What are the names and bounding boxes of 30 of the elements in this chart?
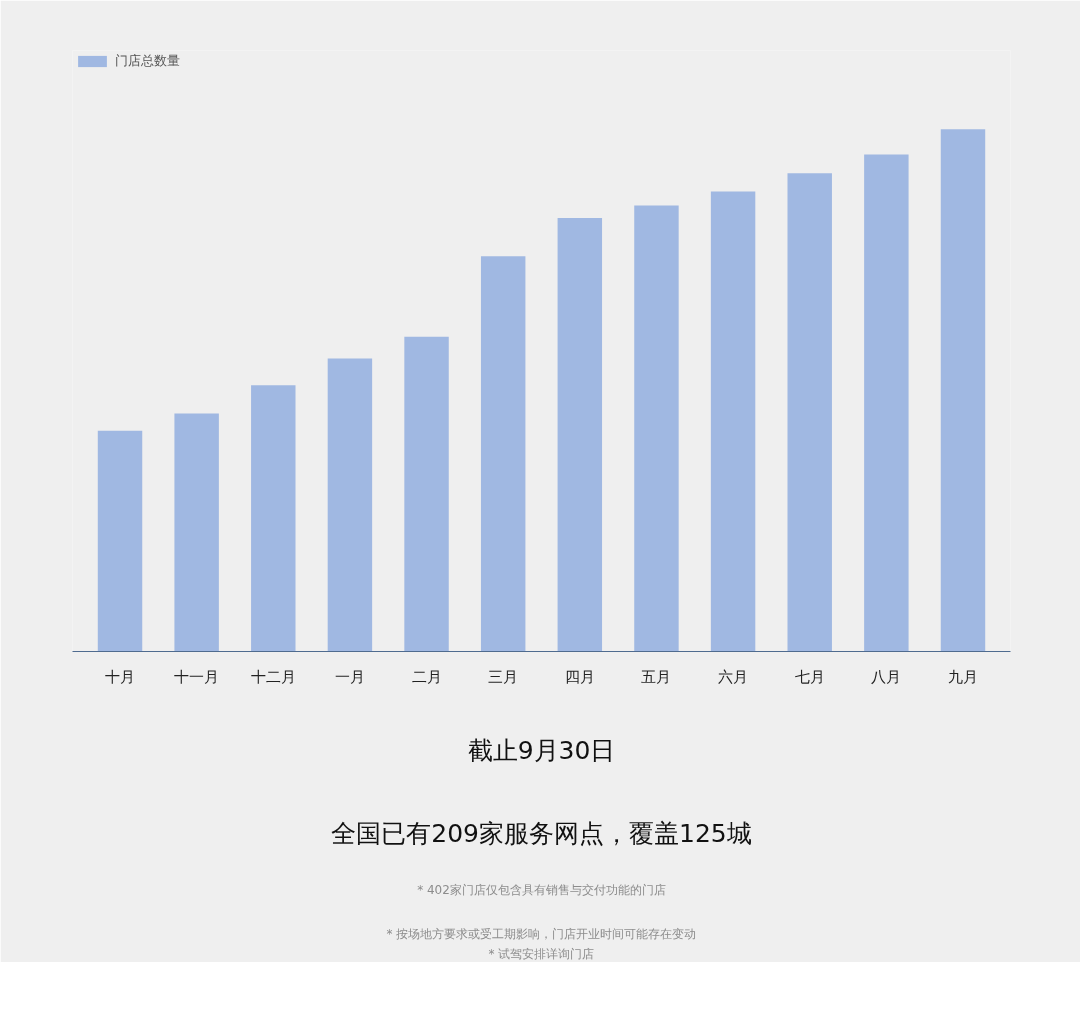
x-tick-label: 八月 [871, 667, 902, 686]
bar [174, 413, 219, 652]
x-tick-label: 十月 [105, 667, 136, 686]
bar [557, 218, 603, 652]
bar [480, 256, 526, 652]
x-tick-label: 三月 [488, 667, 519, 686]
legend-label: 门店总数量 [115, 52, 180, 70]
bar [97, 430, 143, 652]
bar [864, 154, 909, 652]
text: * 402家门店仅包含具有销售与交付功能的门店 [417, 882, 666, 897]
x-tick-label: 二月 [411, 667, 442, 686]
x-tick-label: 九月 [947, 667, 978, 686]
x-tick-label: 十一月 [174, 667, 220, 686]
x-tick-label: 七月 [794, 667, 825, 686]
bar [327, 358, 373, 652]
text: * 按场地方要求或受工期影响，门店开业时间可能存在变动 [386, 926, 697, 941]
text: 截止9月30日 [467, 735, 616, 765]
x-tick-label: 四月 [564, 667, 595, 686]
bar [710, 191, 756, 652]
bar [404, 336, 449, 652]
bar [251, 385, 296, 652]
x-tick-label: 五月 [641, 667, 672, 686]
x-tick-label: 一月 [334, 667, 365, 686]
x-tick-label: 六月 [718, 667, 749, 686]
bar [940, 129, 986, 652]
text: * 试驾安排详询门店 [488, 946, 595, 961]
x-tick-label: 十二月 [250, 667, 296, 686]
bar [634, 205, 679, 652]
bar [787, 173, 832, 652]
text: 全国已有209家服务网点，覆盖125城 [331, 818, 752, 848]
